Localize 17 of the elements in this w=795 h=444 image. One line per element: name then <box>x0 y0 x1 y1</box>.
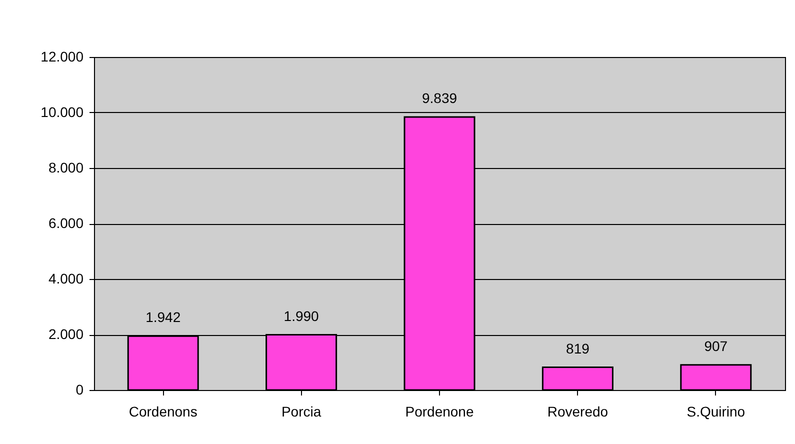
data-label: 819 <box>566 340 590 356</box>
x-tick-label: Cordenons <box>128 404 198 420</box>
data-label: 1.990 <box>284 308 320 324</box>
x-tick-label: Porcia <box>281 404 322 420</box>
x-tick-label: Pordenone <box>405 404 474 420</box>
x-tick-label: S.Quirino <box>686 404 746 420</box>
y-tick-label: 2.000 <box>48 326 84 342</box>
y-tick-label: 6.000 <box>48 215 84 231</box>
data-label: 907 <box>704 338 728 354</box>
y-tick-label: 4.000 <box>48 270 84 286</box>
y-tick-label: 12.000 <box>40 48 84 64</box>
y-tick-label: 10.000 <box>40 104 84 120</box>
data-label: 9.839 <box>422 90 458 106</box>
y-tick-label: 0 <box>76 382 84 398</box>
data-label: 1.942 <box>146 309 181 326</box>
x-tick-label: Roveredo <box>547 404 608 420</box>
y-tick-label: 8.000 <box>48 160 84 176</box>
